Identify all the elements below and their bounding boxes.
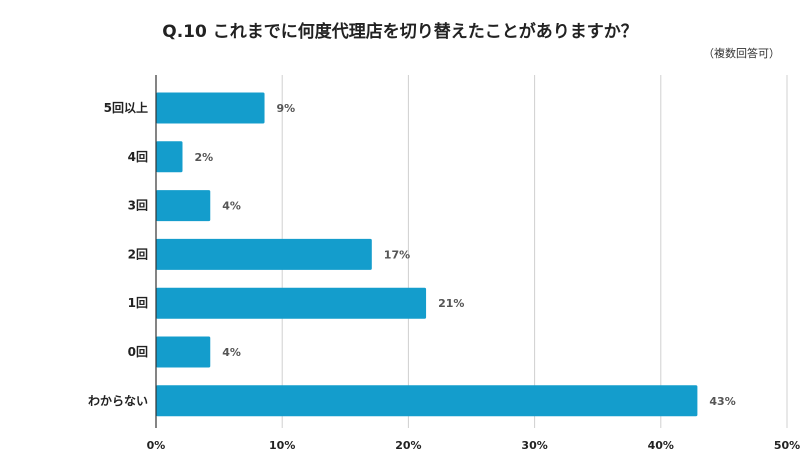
gridlines <box>281 75 788 428</box>
x-tick-label: 30% <box>521 439 547 452</box>
x-tick-labels: 0% 10% 20% 30% 40% 50% <box>147 439 801 452</box>
bar <box>156 336 211 368</box>
category-label: 2回 <box>128 247 148 261</box>
category-label: 4回 <box>128 150 148 164</box>
x-tick-label: 0% <box>147 439 166 452</box>
bar <box>156 287 427 319</box>
x-tick-label: 40% <box>648 439 674 452</box>
bar <box>156 385 698 417</box>
category-label: 0回 <box>128 345 148 359</box>
value-label: 43% <box>709 395 735 408</box>
bar <box>156 190 211 222</box>
value-label: 2% <box>195 151 214 164</box>
value-label: 9% <box>277 102 296 115</box>
category-label: 3回 <box>128 199 148 213</box>
value-label: 4% <box>222 200 241 213</box>
category-label: わからない <box>88 394 148 408</box>
bar <box>156 141 183 173</box>
x-tick-label: 10% <box>269 439 295 452</box>
chart-note: （複数回答可） <box>703 46 780 60</box>
value-label: 21% <box>438 297 464 310</box>
x-tick-label: 50% <box>774 439 800 452</box>
value-label: 17% <box>384 248 410 261</box>
x-tick-label: 20% <box>395 439 421 452</box>
bar <box>156 92 265 124</box>
value-label: 4% <box>222 346 241 359</box>
category-label: 1回 <box>128 296 148 310</box>
value-labels: 9% 2% 4% 17% 21% 4% 43% <box>195 102 736 408</box>
category-label: 5回以上 <box>104 100 148 115</box>
bars <box>156 92 698 417</box>
bar <box>156 238 372 270</box>
chart-title: Q.10 これまでに何度代理店を切り替えたことがありますか？ <box>162 21 637 42</box>
